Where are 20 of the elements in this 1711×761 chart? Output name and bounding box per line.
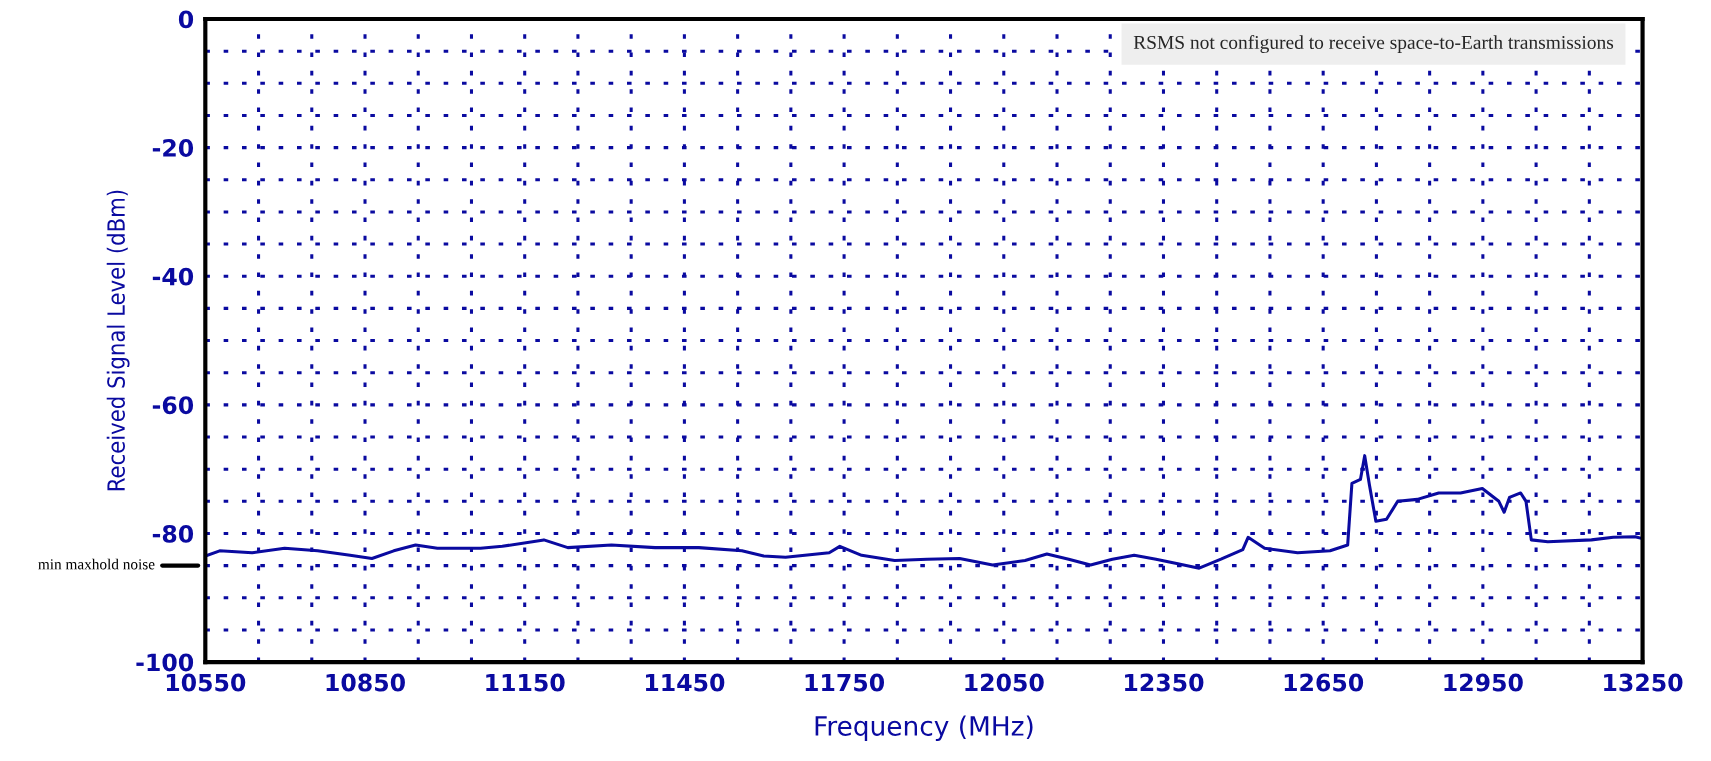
y-axis-title: Received Signal Level (dBm) xyxy=(106,190,130,491)
x-tick-label: 10850 xyxy=(326,673,405,692)
y-tick-label: -100 xyxy=(136,653,194,672)
x-tick-label: 11150 xyxy=(486,673,565,692)
ref-line-label: min maxhold noise xyxy=(38,558,155,570)
x-tick-label: 10550 xyxy=(166,673,246,692)
y-tick-label: -80 xyxy=(152,524,194,543)
y-tick-label: -60 xyxy=(152,396,194,415)
x-tick-label: 12650 xyxy=(1284,673,1364,692)
y-tick-label: 0 xyxy=(178,10,194,29)
x-axis-title: Frequency (MHz) xyxy=(815,715,1033,742)
annotation: RSMS not configured to receive space-to-Earth transmissions xyxy=(1133,35,1614,53)
x-tick-label: 11750 xyxy=(805,673,885,692)
y-tick-label: -40 xyxy=(152,267,194,286)
x-tick-label: 12350 xyxy=(1125,673,1204,692)
y-tick-label: -20 xyxy=(152,139,194,157)
x-tick-label: 11450 xyxy=(645,673,725,692)
x-tick-label: 13250 xyxy=(1604,673,1683,692)
x-tick-label: 12950 xyxy=(1444,673,1523,692)
x-tick-label: 12050 xyxy=(965,673,1044,692)
